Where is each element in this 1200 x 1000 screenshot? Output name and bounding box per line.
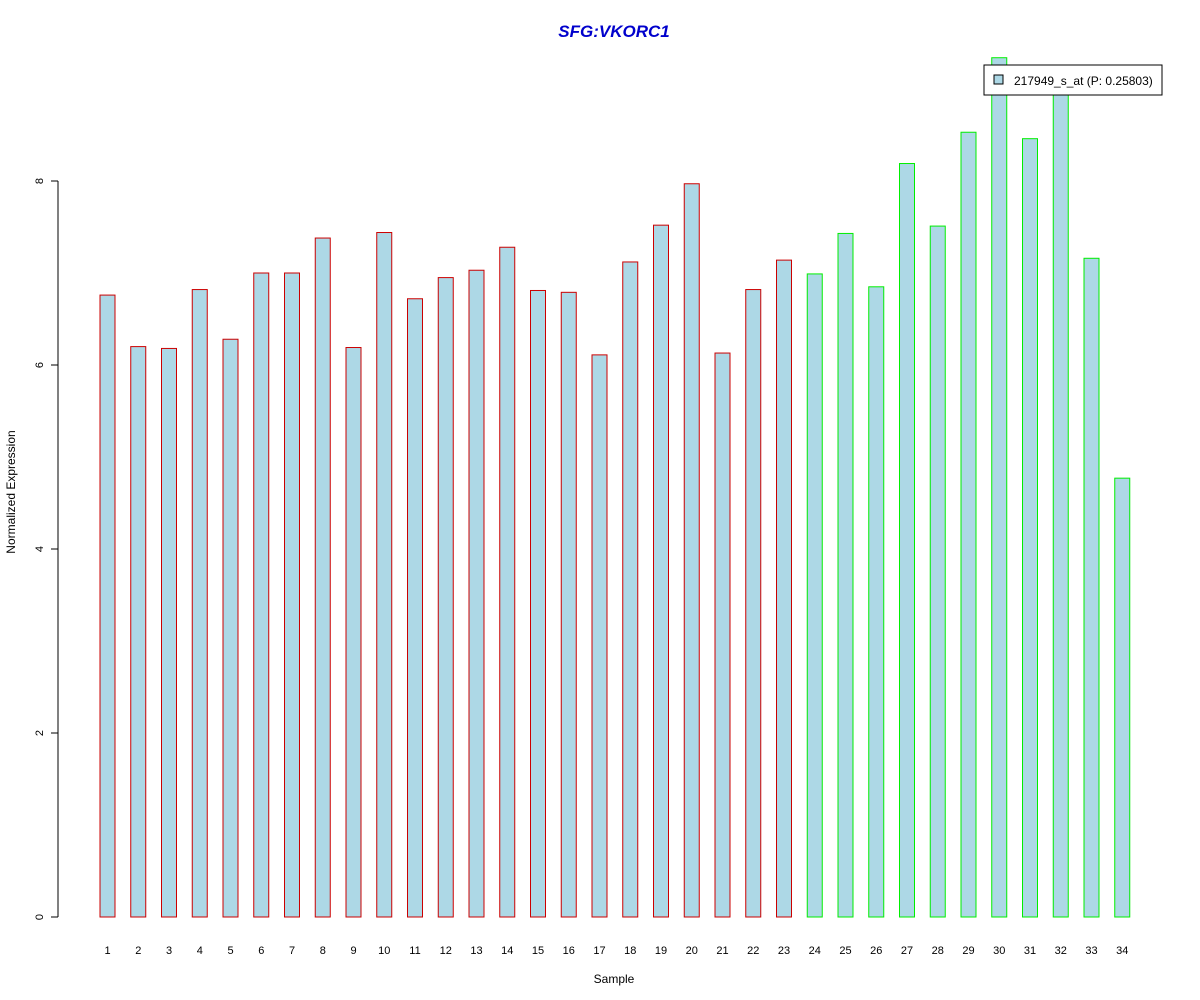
bar [222, 338, 239, 918]
bar [837, 232, 854, 918]
x-tick-label: 31 [1024, 945, 1036, 957]
x-tick-label: 17 [593, 945, 605, 957]
x-tick-label: 12 [440, 945, 452, 957]
bar [991, 57, 1008, 918]
legend: 217949_s_at (P: 0.25803) [983, 64, 1163, 96]
x-tick-label: 20 [686, 945, 698, 957]
bar [407, 298, 423, 918]
x-tick-label: 32 [1055, 945, 1067, 957]
bar [314, 237, 331, 918]
x-tick-labels: 1 2 3 4 5 6 7 8 9 10 11 12 13 14 15 16 17 18 19 20 21 22 23 24 2… [104, 945, 1128, 957]
y-tick-label: 8 [34, 178, 46, 184]
x-tick-label: 8 [320, 945, 326, 957]
x-tick-label: 33 [1085, 945, 1097, 957]
y-axis-label: Normalized Expression [4, 430, 18, 553]
bar [1083, 257, 1100, 918]
x-tick-label: 27 [901, 945, 913, 957]
x-tick-label: 30 [993, 945, 1005, 957]
chart-title: SFG:VKORC1 [558, 22, 669, 41]
x-tick-label: 16 [563, 945, 575, 957]
bar [591, 354, 608, 918]
bar [868, 286, 885, 918]
bar [806, 273, 823, 918]
bar [530, 289, 546, 918]
y-tick-label: 4 [34, 546, 46, 552]
x-tick-label: 2 [135, 945, 141, 957]
bar [899, 163, 915, 918]
legend-swatch [993, 74, 1004, 85]
y-tick-label: 6 [34, 362, 46, 368]
bar [376, 232, 393, 918]
bar [468, 269, 485, 918]
x-tick-label: 3 [166, 945, 172, 957]
x-tick-label: 26 [870, 945, 882, 957]
x-tick-label: 7 [289, 945, 295, 957]
x-tick-label: 18 [624, 945, 636, 957]
x-tick-label: 28 [932, 945, 944, 957]
bar [653, 224, 669, 918]
bar [161, 347, 177, 918]
bar [191, 289, 208, 918]
x-tick-label: 9 [350, 945, 356, 957]
x-tick-label: 21 [716, 945, 728, 957]
x-tick-label: 22 [747, 945, 759, 957]
bar [929, 225, 946, 918]
y-tick-label: 0 [34, 914, 46, 920]
x-tick-label: 1 [104, 945, 110, 957]
x-tick-label: 19 [655, 945, 667, 957]
bar [560, 291, 577, 918]
x-tick-label: 13 [470, 945, 482, 957]
bar [284, 272, 300, 918]
bar [1052, 88, 1069, 918]
x-tick-label: 34 [1116, 945, 1128, 957]
x-tick-label: 5 [227, 945, 233, 957]
x-tick-label: 29 [962, 945, 974, 957]
legend-box [983, 64, 1163, 96]
bar [776, 259, 792, 918]
x-tick-label: 23 [778, 945, 790, 957]
bar [745, 289, 762, 918]
bar [683, 183, 700, 918]
bar [714, 352, 731, 918]
bar [345, 347, 362, 918]
bar [499, 246, 516, 918]
x-axis-label: Sample [594, 972, 635, 986]
x-tick-label: 25 [839, 945, 851, 957]
x-tick-label: 14 [501, 945, 513, 957]
bar [960, 131, 977, 918]
bar [253, 272, 270, 918]
bars [99, 57, 1131, 918]
x-tick-label: 4 [197, 945, 203, 957]
y-axis: 0 2 4 6 8 [34, 178, 59, 920]
x-tick-label: 24 [809, 945, 821, 957]
x-tick-label: 15 [532, 945, 544, 957]
legend-label: 217949_s_at (P: 0.25803) [1014, 74, 1153, 88]
bar [437, 277, 454, 918]
bar [1022, 138, 1038, 918]
bar [130, 346, 147, 918]
bar [99, 294, 116, 918]
x-tick-label: 10 [378, 945, 390, 957]
bar [622, 261, 639, 918]
x-tick-label: 6 [258, 945, 264, 957]
y-tick-label: 2 [34, 730, 46, 736]
x-tick-label: 11 [409, 945, 420, 957]
bar [1114, 477, 1131, 918]
